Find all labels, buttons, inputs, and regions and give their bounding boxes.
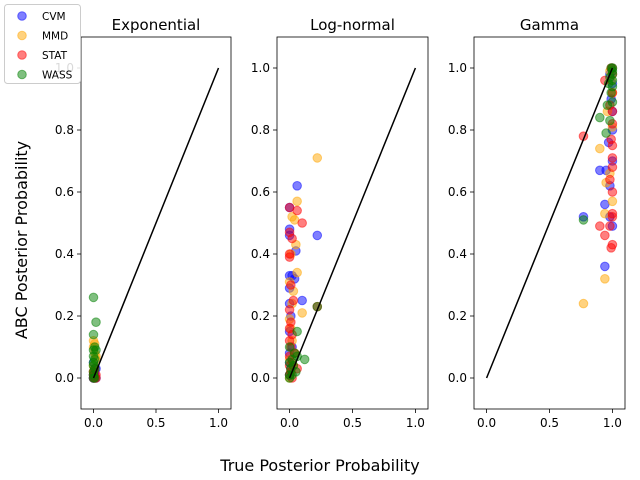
- point-cvm: [312, 230, 323, 241]
- point-wass: [605, 115, 615, 126]
- point-stat: [607, 187, 618, 197]
- legend: CVM MMD STAT WASS: [4, 4, 81, 84]
- subplot-2: Gamma 0.0 0.5 1.0 0.0 0.2 0.4 0.6 0.8 1.0: [448, 16, 626, 430]
- point-mmd: [578, 298, 589, 309]
- axes-frame: [473, 36, 626, 410]
- y-tick-label: 1.0: [251, 61, 270, 75]
- point-stat: [286, 280, 296, 290]
- legend-frame: [4, 4, 81, 84]
- point-stat: [284, 305, 295, 315]
- point-wass: [91, 317, 101, 328]
- point-mmd: [292, 267, 302, 278]
- y-tick-label: 1.0: [448, 61, 467, 75]
- x-tick-label: 1.0: [603, 416, 622, 430]
- point-stat: [606, 243, 616, 253]
- point-wass: [601, 128, 611, 138]
- y-tick-label: 0.4: [55, 247, 74, 261]
- point-cvm: [297, 295, 307, 306]
- point-wass: [292, 326, 302, 337]
- legend-label: STAT: [42, 50, 68, 62]
- point-stat: [600, 230, 610, 241]
- point-wass: [88, 292, 99, 303]
- y-tick-label: 0.0: [251, 371, 270, 385]
- point-stat: [595, 221, 605, 231]
- point-cvm: [292, 181, 302, 191]
- point-mmd: [292, 196, 302, 207]
- y-tick-label: 0.6: [55, 185, 74, 199]
- legend-label: MMD: [42, 31, 68, 43]
- x-tick-label: 0.0: [280, 416, 299, 430]
- point-stat: [292, 205, 302, 216]
- y-tick-label: 0.4: [251, 247, 270, 261]
- legend-marker: [17, 50, 27, 60]
- y-tick-label: 0.0: [448, 371, 467, 385]
- subplot-title: Gamma: [520, 16, 579, 34]
- legend-label: CVM: [42, 11, 66, 23]
- x-tick-label: 1.0: [406, 416, 425, 430]
- y-tick-label: 0.8: [251, 123, 270, 137]
- point-stat: [607, 153, 618, 163]
- point-mmd: [595, 143, 605, 154]
- subplot-title: Exponential: [112, 16, 201, 34]
- y-tick-label: 0.8: [55, 123, 74, 137]
- figure-xlabel: True Posterior Probability: [219, 456, 419, 475]
- point-stat: [288, 295, 299, 306]
- point-stat: [607, 162, 618, 172]
- point-stat: [297, 218, 307, 228]
- x-tick-label: 0.5: [540, 416, 559, 430]
- point-stat: [284, 252, 295, 262]
- figure-ylabel: ABC Posterior Probability: [12, 141, 31, 339]
- point-wass: [578, 215, 589, 225]
- point-stat: [607, 208, 618, 219]
- y-tick-label: 0.4: [448, 247, 467, 261]
- point-wass: [88, 329, 99, 340]
- y-tick-label: 0.2: [448, 309, 467, 323]
- subplot-title: Log-normal: [310, 16, 395, 34]
- reference-line: [485, 67, 614, 379]
- point-stat: [287, 233, 297, 244]
- y-tick-label: 0.8: [448, 123, 467, 137]
- point-wass: [284, 342, 295, 352]
- subplot-1: Log-normal 0.0 0.5 1.0 0.0 0.2 0.4 0.6 0.8 1.0: [251, 16, 429, 430]
- axes-frame: [80, 36, 232, 410]
- y-tick-label: 0.6: [251, 185, 270, 199]
- axes-frame: [276, 36, 429, 410]
- point-mmd: [600, 274, 610, 284]
- y-tick-label: 0.0: [55, 371, 74, 385]
- y-tick-label: 0.2: [55, 309, 74, 323]
- point-mmd: [297, 308, 307, 318]
- point-mmd: [312, 153, 323, 163]
- legend-marker: [17, 69, 27, 80]
- x-tick-label: 0.5: [343, 416, 362, 430]
- point-stat: [606, 134, 616, 145]
- x-tick-label: 0.0: [477, 416, 496, 430]
- point-wass: [299, 354, 310, 365]
- subplots: Exponential0.00.51.00.00.20.40.60.81.0Lo…: [55, 16, 626, 430]
- x-tick-label: 1.0: [209, 416, 228, 430]
- reference-line: [92, 67, 220, 379]
- x-tick-label: 0.5: [146, 416, 165, 430]
- legend-label: WASS: [42, 70, 73, 82]
- x-tick-label: 0.0: [84, 416, 103, 430]
- point-mmd: [607, 196, 618, 207]
- reference-line: [288, 67, 417, 379]
- point-stat: [605, 174, 615, 185]
- legend-marker: [17, 11, 27, 21]
- y-tick-label: 0.6: [448, 185, 467, 199]
- point-cvm: [600, 261, 610, 272]
- legend-marker: [17, 30, 27, 41]
- point-wass: [595, 112, 605, 123]
- point-wass: [607, 97, 618, 107]
- point-stat: [605, 221, 615, 231]
- y-tick-label: 0.2: [251, 309, 270, 323]
